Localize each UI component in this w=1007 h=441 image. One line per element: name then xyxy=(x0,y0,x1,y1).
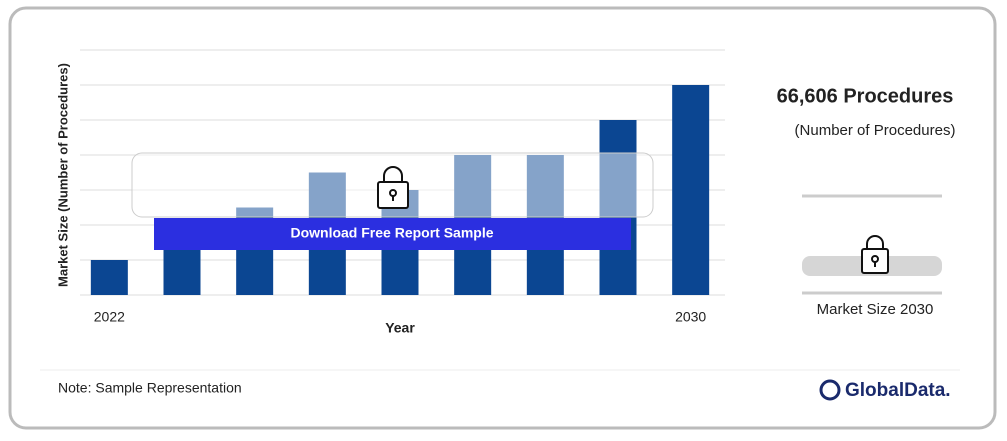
brand-name: GlobalData. xyxy=(845,380,951,401)
unit: (Number of Procedures) xyxy=(795,122,956,139)
bar xyxy=(672,85,710,295)
x-axis-label: Year xyxy=(385,320,415,336)
button-bg[interactable] xyxy=(154,218,631,250)
download-button[interactable]: Download Free Report Sample xyxy=(154,218,631,250)
lock-icon xyxy=(861,235,889,274)
y-axis-label: Market Size (Number of Procedures) xyxy=(55,63,70,287)
brand-logo: GlobalData. xyxy=(819,379,951,401)
note: Note: Sample Representation xyxy=(58,380,242,396)
caption: Market Size 2030 xyxy=(817,301,934,318)
button-label[interactable]: Download Free Report Sample xyxy=(290,225,493,241)
bar xyxy=(90,260,128,295)
lock-icon xyxy=(377,166,409,209)
x-tick-label: 2022 xyxy=(94,309,125,325)
headline: 66,606 Procedures xyxy=(777,85,954,107)
x-tick-label: 2030 xyxy=(675,309,706,325)
